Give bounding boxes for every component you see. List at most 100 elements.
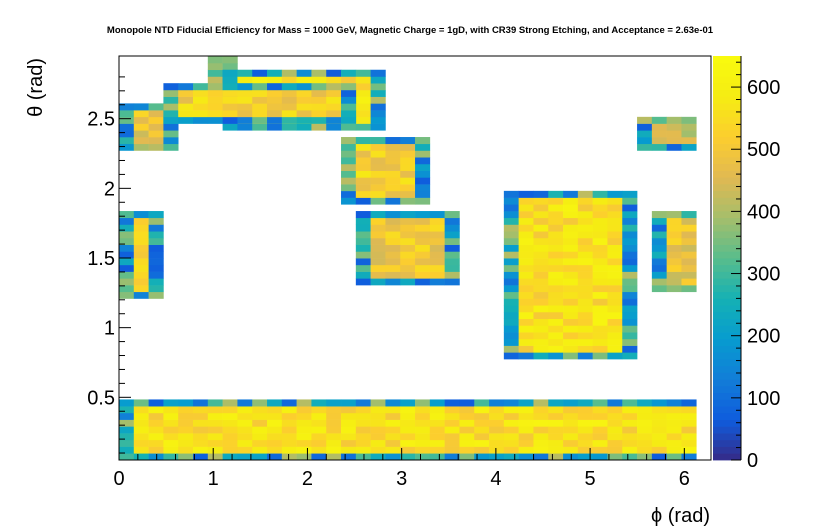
x-tick-label: 4 bbox=[490, 468, 501, 490]
heatmap-cell bbox=[533, 197, 549, 205]
heatmap-cell bbox=[533, 338, 549, 346]
heatmap-cell bbox=[119, 446, 135, 454]
heatmap-cell bbox=[622, 231, 638, 239]
heatmap-cell bbox=[400, 197, 416, 205]
heatmap-cell bbox=[355, 217, 371, 225]
colorbar-tick-label: 300 bbox=[747, 264, 780, 286]
heatmap-cell bbox=[415, 137, 431, 145]
heatmap-cell bbox=[503, 258, 519, 266]
colorbar-segment bbox=[713, 82, 741, 91]
heatmap-cell bbox=[267, 76, 283, 84]
heatmap-cell bbox=[252, 69, 268, 77]
heatmap-cell bbox=[119, 271, 135, 279]
colorbar-segment bbox=[713, 116, 741, 124]
heatmap-cell bbox=[311, 110, 327, 118]
heatmap-cell bbox=[622, 433, 638, 441]
heatmap-cell bbox=[148, 143, 164, 151]
heatmap-cell bbox=[400, 217, 416, 225]
heatmap-cell bbox=[415, 190, 431, 198]
heatmap-cell bbox=[133, 433, 149, 441]
heatmap-cell bbox=[681, 137, 697, 145]
heatmap-cell bbox=[518, 305, 534, 313]
heatmap-cell bbox=[577, 298, 593, 306]
heatmap-cell bbox=[148, 251, 164, 259]
heatmap-cell bbox=[341, 143, 357, 151]
heatmap-cell bbox=[252, 433, 268, 441]
heatmap-cell bbox=[577, 412, 593, 420]
x-tick-label: 2 bbox=[302, 468, 313, 490]
heatmap-cell bbox=[400, 406, 416, 414]
heatmap-cell bbox=[400, 251, 416, 259]
heatmap-cell bbox=[163, 110, 179, 118]
heatmap-cell bbox=[370, 123, 386, 131]
heatmap-cell bbox=[385, 426, 401, 434]
heatmap-cell bbox=[355, 453, 371, 461]
heatmap-cell bbox=[207, 453, 223, 461]
colorbar-segment bbox=[713, 332, 741, 340]
heatmap-cell bbox=[207, 63, 223, 71]
heatmap-cell bbox=[637, 433, 653, 441]
heatmap-cell bbox=[163, 123, 179, 131]
heatmap-cell bbox=[459, 446, 475, 454]
heatmap-cell bbox=[133, 110, 149, 118]
heatmap-cell bbox=[563, 446, 579, 454]
heatmap-cell bbox=[355, 433, 371, 441]
heatmap-cell bbox=[607, 237, 623, 245]
heatmap-cell bbox=[252, 399, 268, 407]
heatmap-cell bbox=[267, 103, 283, 111]
heatmap-cell bbox=[592, 345, 608, 353]
heatmap-cell bbox=[370, 217, 386, 225]
heatmap-cell bbox=[548, 311, 564, 319]
heatmap-cell bbox=[296, 103, 312, 111]
heatmap-cell bbox=[133, 399, 149, 407]
heatmap-cell bbox=[400, 446, 416, 454]
heatmap-cell bbox=[607, 446, 623, 454]
heatmap-cell bbox=[444, 217, 460, 225]
heatmap-cell bbox=[563, 305, 579, 313]
heatmap-cell bbox=[533, 204, 549, 212]
heatmap-cell bbox=[207, 399, 223, 407]
heatmap-cell bbox=[133, 116, 149, 124]
heatmap-cell bbox=[548, 318, 564, 326]
heatmap-cell bbox=[681, 419, 697, 427]
heatmap-cell bbox=[119, 433, 135, 441]
heatmap-cell bbox=[415, 197, 431, 205]
heatmap-cell bbox=[400, 224, 416, 232]
heatmap-cell bbox=[681, 244, 697, 252]
heatmap-cell bbox=[607, 197, 623, 205]
heatmap-cell bbox=[311, 103, 327, 111]
heatmap-cell bbox=[370, 197, 386, 205]
heatmap-cell bbox=[148, 231, 164, 239]
heatmap-cell bbox=[415, 264, 431, 272]
heatmap-cell bbox=[622, 237, 638, 245]
heatmap-cell bbox=[237, 123, 253, 131]
heatmap-cell bbox=[577, 211, 593, 219]
heatmap-cell bbox=[370, 190, 386, 198]
heatmap-cell bbox=[503, 251, 519, 259]
heatmap-cell bbox=[281, 89, 297, 97]
heatmap-cell bbox=[133, 103, 149, 111]
heatmap-cell bbox=[400, 258, 416, 266]
heatmap-cell bbox=[370, 251, 386, 259]
heatmap-cell bbox=[444, 406, 460, 414]
heatmap-cell bbox=[607, 345, 623, 353]
heatmap-cell bbox=[651, 285, 667, 293]
heatmap-cell bbox=[267, 426, 283, 434]
heatmap-cell bbox=[533, 305, 549, 313]
heatmap-cell bbox=[326, 96, 342, 104]
heatmap-cell bbox=[222, 426, 238, 434]
heatmap-cell bbox=[622, 345, 638, 353]
colorbar-segment bbox=[713, 352, 741, 360]
heatmap-cell bbox=[119, 264, 135, 272]
heatmap-cell bbox=[326, 103, 342, 111]
heatmap-cell bbox=[415, 251, 431, 259]
heatmap-cell bbox=[592, 426, 608, 434]
heatmap-cell bbox=[518, 325, 534, 333]
colorbar-segment bbox=[713, 143, 741, 151]
colorbar-segment bbox=[713, 109, 741, 117]
heatmap-cell bbox=[400, 150, 416, 158]
heatmap-cell bbox=[133, 258, 149, 266]
heatmap-cell bbox=[429, 251, 445, 259]
heatmap-cell bbox=[651, 224, 667, 232]
heatmap-cell bbox=[341, 433, 357, 441]
